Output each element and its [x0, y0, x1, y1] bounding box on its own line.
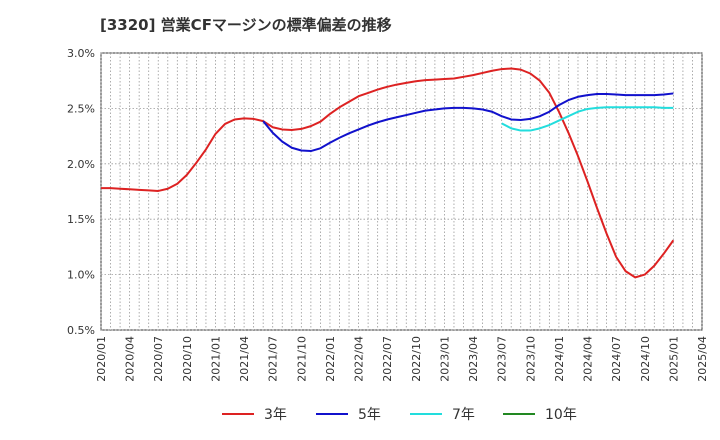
x-tick-label: 2021/10	[295, 336, 308, 382]
series-line-3年	[101, 67, 675, 279]
x-tick-label: 2023/01	[438, 336, 451, 382]
series-line-5年	[262, 92, 674, 153]
x-tick-label: 2024/07	[610, 336, 623, 382]
y-tick-label: 3.0%	[67, 47, 95, 60]
y-axis: 0.5% 1.0% 1.5% 2.0% 2.5% 3.0%	[67, 47, 95, 337]
plot-area	[100, 52, 703, 331]
x-tick-label: 2024/10	[639, 336, 652, 382]
chart-title: [3320] 営業CFマージンの標準偏差の推移	[100, 16, 392, 34]
x-tick-label: 2024/04	[582, 336, 595, 382]
y-tick-label: 1.5%	[67, 213, 95, 226]
x-tick-label: 2020/01	[95, 336, 108, 382]
series-line-7年	[501, 106, 674, 132]
legend-label: 10年	[545, 407, 577, 423]
y-tick-label: 2.0%	[67, 158, 95, 171]
grid	[100, 52, 703, 331]
x-tick-label: 2025/01	[667, 336, 680, 382]
x-tick-label: 2022/04	[353, 336, 366, 382]
x-tick-label: 2020/04	[124, 336, 137, 382]
series-lines	[101, 67, 675, 279]
legend: 3年 5年 7年 10年	[222, 407, 577, 423]
legend-label: 3年	[264, 407, 287, 423]
legend-label: 7年	[452, 407, 475, 423]
x-tick-label: 2022/10	[410, 336, 423, 382]
x-tick-label: 2023/04	[467, 336, 480, 382]
x-tick-label: 2022/01	[324, 336, 337, 382]
x-tick-label: 2021/04	[238, 336, 251, 382]
x-tick-label: 2022/07	[381, 336, 394, 382]
plot-frame	[100, 52, 703, 331]
x-tick-label: 2020/10	[181, 336, 194, 382]
y-tick-label: 1.0%	[67, 269, 95, 282]
x-tick-label: 2023/07	[496, 336, 509, 382]
x-tick-label: 2025/04	[696, 336, 709, 382]
legend-label: 5年	[358, 407, 381, 423]
x-tick-label: 2020/07	[152, 336, 165, 382]
x-tick-label: 2024/01	[553, 336, 566, 382]
x-tick-label: 2021/07	[267, 336, 280, 382]
x-axis: 2020/01 2020/04 2020/07 2020/10 2021/01 2021/…	[95, 336, 709, 382]
x-tick-label: 2021/01	[209, 336, 222, 382]
x-tick-label: 2023/10	[524, 336, 537, 382]
y-tick-label: 2.5%	[67, 102, 95, 115]
y-tick-label: 0.5%	[67, 324, 95, 337]
